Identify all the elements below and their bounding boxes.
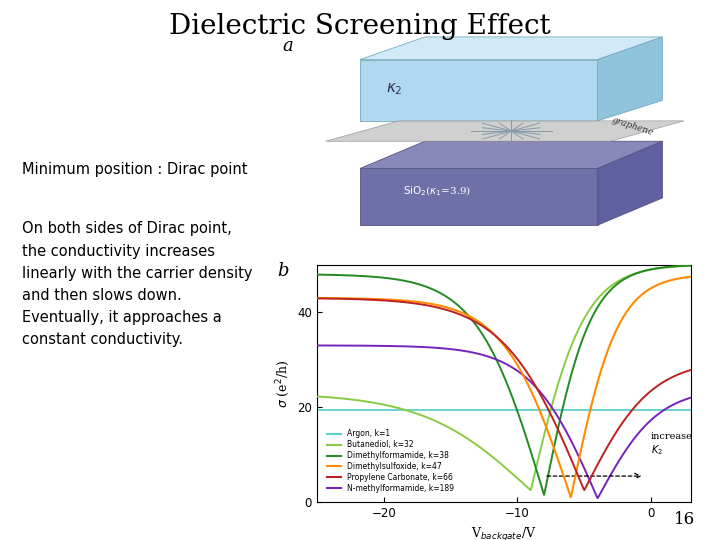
X-axis label: V$_{backgate}$/V: V$_{backgate}$/V — [471, 525, 537, 540]
Text: a: a — [282, 37, 293, 55]
Text: $\kappa_2$: $\kappa_2$ — [386, 81, 402, 97]
Polygon shape — [598, 141, 662, 225]
Polygon shape — [360, 141, 662, 168]
Polygon shape — [325, 121, 684, 141]
Polygon shape — [360, 37, 662, 59]
Text: graphene: graphene — [611, 116, 654, 138]
Text: 16: 16 — [674, 511, 695, 528]
Polygon shape — [598, 37, 662, 121]
Text: On both sides of Dirac point,
the conductivity increases
linearly with the carri: On both sides of Dirac point, the conduc… — [22, 221, 252, 347]
Text: Minimum position : Dirac point: Minimum position : Dirac point — [22, 162, 247, 177]
Polygon shape — [360, 59, 598, 121]
Text: increase
$K_2$: increase $K_2$ — [651, 432, 693, 457]
Polygon shape — [360, 168, 598, 225]
Text: $\mathrm{SiO_2}$($\kappa_1$=3.9): $\mathrm{SiO_2}$($\kappa_1$=3.9) — [403, 184, 472, 198]
Text: Dielectric Screening Effect: Dielectric Screening Effect — [169, 14, 551, 40]
Y-axis label: $\sigma$ (e$^2$/h): $\sigma$ (e$^2$/h) — [274, 359, 292, 408]
Legend: Argon, k=1, Butanediol, k=32, Dimethylformamide, k=38, Dimethylsulfoxide, k=47, : Argon, k=1, Butanediol, k=32, Dimethylfo… — [325, 427, 457, 496]
Text: b: b — [277, 262, 289, 280]
